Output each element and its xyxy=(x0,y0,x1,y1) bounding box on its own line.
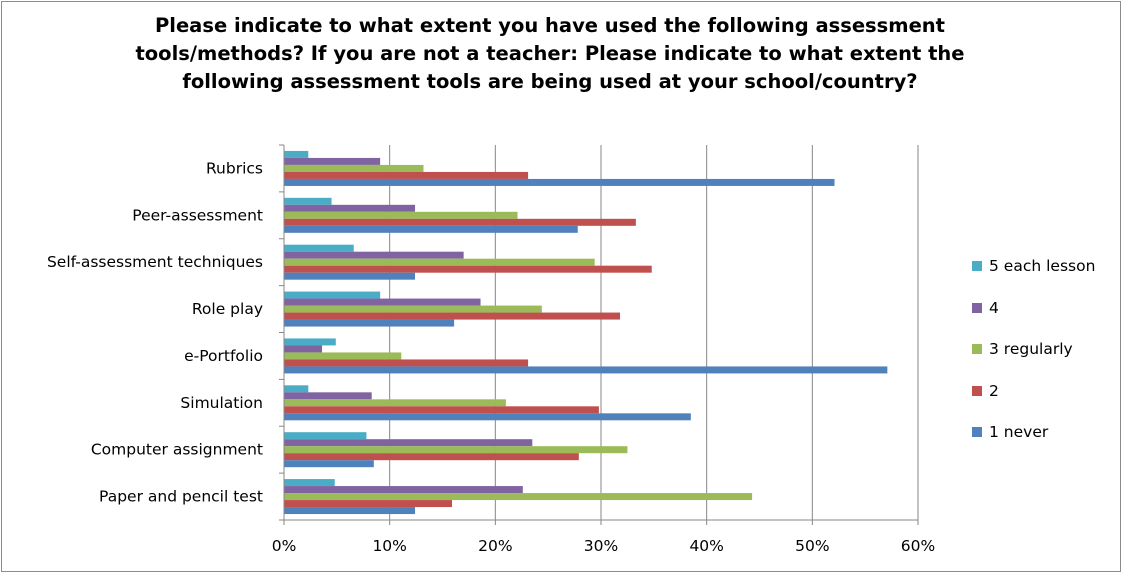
bar xyxy=(284,150,309,158)
chart-title-line: following assessment tools are being use… xyxy=(182,70,918,93)
bar xyxy=(284,460,374,468)
bar xyxy=(284,432,367,440)
x-tick-label: 40% xyxy=(689,537,723,555)
legend-swatch xyxy=(972,344,982,354)
bar xyxy=(284,204,416,212)
legend-label: 1 never xyxy=(989,423,1049,441)
bar xyxy=(284,493,753,501)
bar xyxy=(284,171,529,179)
bar xyxy=(284,453,579,461)
bar xyxy=(284,319,455,327)
bar xyxy=(284,392,372,400)
chart-legend: 5 each lesson 4 3 regularly 2 1 never xyxy=(970,256,1120,464)
bar xyxy=(284,507,416,515)
category-label: Paper and pencil test xyxy=(99,488,263,506)
bar xyxy=(284,258,595,266)
legend-swatch xyxy=(972,427,982,437)
legend-label: 2 xyxy=(989,381,999,400)
bar xyxy=(284,385,309,393)
bar xyxy=(284,359,529,367)
category-label: Simulation xyxy=(180,394,263,412)
bar xyxy=(284,486,523,494)
bar xyxy=(284,479,335,487)
x-tick-label: 30% xyxy=(584,537,618,555)
legend-label: 3 regularly xyxy=(989,340,1073,358)
x-tick-label: 0% xyxy=(272,537,297,555)
bar xyxy=(284,352,402,360)
x-tick-label: 10% xyxy=(372,537,406,555)
category-label: Role play xyxy=(192,300,263,318)
bar xyxy=(284,500,453,508)
category-label: Rubrics xyxy=(206,159,263,177)
x-tick-label: 20% xyxy=(478,537,512,555)
legend-item: 3 regularly xyxy=(970,339,1120,359)
bar xyxy=(284,406,599,414)
bar xyxy=(284,305,542,313)
legend-item: 5 each lesson xyxy=(970,256,1120,276)
bar xyxy=(284,265,652,273)
bar xyxy=(284,399,506,407)
bar xyxy=(284,225,578,233)
legend-swatch xyxy=(972,302,982,313)
legend-swatch xyxy=(972,261,982,271)
bar xyxy=(284,178,835,186)
bar xyxy=(284,413,691,421)
chart-title-line: Please indicate to what extent you have … xyxy=(154,14,946,37)
bar xyxy=(284,272,416,280)
bar xyxy=(284,345,323,353)
bar xyxy=(284,251,464,259)
category-label: Self-assessment techniques xyxy=(47,253,263,271)
bar xyxy=(284,291,381,299)
bar xyxy=(284,157,381,165)
chart-title: Please indicate to what extent you have … xyxy=(120,12,980,96)
x-tick-label: 60% xyxy=(901,537,935,555)
category-label: Peer-assessment xyxy=(132,206,263,224)
bar xyxy=(284,197,332,205)
x-tick-label: 50% xyxy=(795,537,829,555)
legend-swatch xyxy=(972,385,982,396)
legend-label: 4 xyxy=(989,298,999,317)
category-label: Computer assignment xyxy=(91,441,263,459)
bar xyxy=(284,218,636,226)
category-label: e-Portfolio xyxy=(184,347,263,365)
bar xyxy=(284,312,621,320)
legend-label: 5 each lesson xyxy=(989,257,1096,275)
bar xyxy=(284,164,424,172)
chart-title-line: tools/methods? If you are not a teacher:… xyxy=(135,42,965,65)
legend-item: 1 never xyxy=(970,422,1120,442)
bar xyxy=(284,211,518,219)
bar xyxy=(284,366,888,374)
bar xyxy=(284,244,354,252)
bar xyxy=(284,298,481,306)
bar xyxy=(284,439,533,447)
bar xyxy=(284,338,336,346)
legend-item: 4 xyxy=(970,298,1120,318)
bar xyxy=(284,446,628,454)
legend-item: 2 xyxy=(970,381,1120,401)
